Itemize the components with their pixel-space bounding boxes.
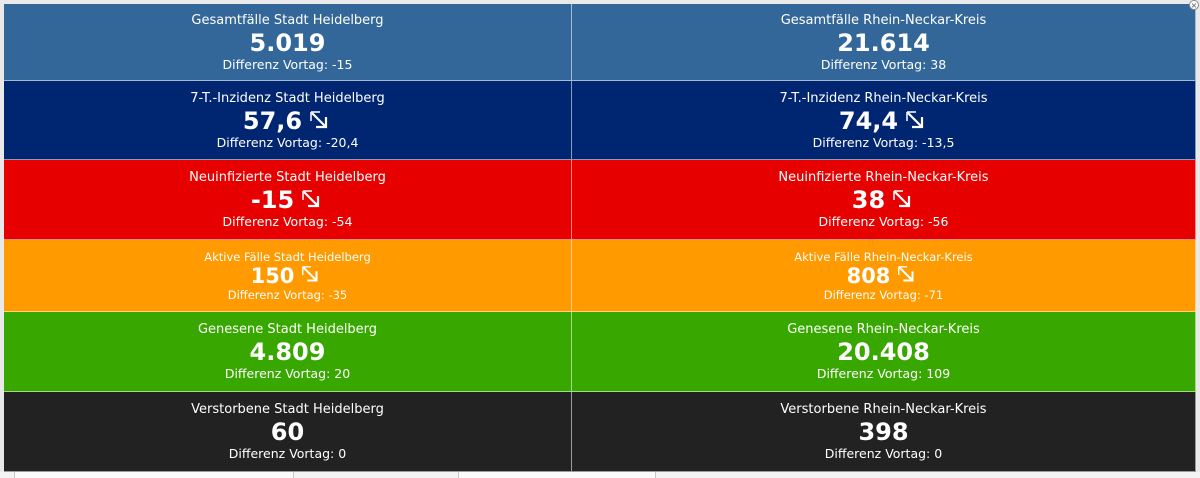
tile-value: 5.019 — [249, 28, 326, 57]
tile-value: 150 — [250, 263, 295, 288]
tile-title: Aktive Fälle Rhein-Neckar-Kreis — [794, 249, 973, 264]
tile-diff: Differenz Vortag: 109 — [816, 366, 951, 381]
tile-diff: Differenz Vortag: -20,4 — [216, 134, 359, 150]
tile-title: Genesene Stadt Heidelberg — [197, 322, 378, 337]
tile-title: Neuinfizierte Stadt Heidelberg — [189, 170, 386, 185]
tile-aktive-rnk[interactable]: Aktive Fälle Rhein-Neckar-Kreis 808 Diff… — [572, 240, 1196, 312]
bottom-tab[interactable] — [14, 472, 294, 478]
close-icon[interactable]: × — [1189, 0, 1199, 10]
tile-value: 74,4 — [838, 106, 899, 135]
arrow-down-right-icon — [300, 264, 324, 288]
tile-diff: Differenz Vortag: -35 — [227, 287, 348, 302]
tile-diff: Differenz Vortag: -56 — [818, 214, 949, 229]
tile-value: 57,6 — [242, 106, 303, 135]
tile-value: 808 — [846, 263, 891, 288]
arrow-down-right-icon — [891, 188, 915, 212]
tile-neuinfizierte-rnk[interactable]: Neuinfizierte Rhein-Neckar-Kreis 38 Diff… — [572, 160, 1196, 240]
tile-value: 398 — [858, 418, 909, 446]
tile-inzidenz-rnk[interactable]: 7-T.-Inzidenz Rhein-Neckar-Kreis 74,4 Di… — [572, 81, 1196, 160]
tile-title: Gesamtfälle Rhein-Neckar-Kreis — [780, 12, 987, 28]
arrow-down-right-icon — [896, 264, 920, 288]
arrow-down-right-icon — [300, 188, 324, 212]
bottom-tab[interactable] — [458, 472, 656, 478]
bottom-tab-strip — [0, 472, 1200, 478]
tile-inzidenz-heidelberg[interactable]: 7-T.-Inzidenz Stadt Heidelberg 57,6 Diff… — [4, 81, 572, 160]
tile-title: Aktive Fälle Stadt Heidelberg — [204, 249, 371, 264]
tile-gesamtfaelle-heidelberg[interactable]: Gesamtfälle Stadt Heidelberg 5.019 Diffe… — [4, 4, 572, 81]
tile-aktive-heidelberg[interactable]: Aktive Fälle Stadt Heidelberg 150 Differ… — [4, 240, 572, 312]
dashboard-grid: Gesamtfälle Stadt Heidelberg 5.019 Diffe… — [4, 4, 1196, 472]
tile-diff: Differenz Vortag: -54 — [222, 214, 353, 229]
tile-genesene-heidelberg[interactable]: Genesene Stadt Heidelberg 4.809 Differen… — [4, 312, 572, 392]
tile-diff: Differenz Vortag: -13,5 — [812, 134, 955, 150]
tile-title: Verstorbene Stadt Heidelberg — [191, 402, 384, 417]
tile-value: 60 — [270, 418, 305, 446]
tile-diff: Differenz Vortag: 20 — [224, 366, 351, 381]
tile-verstorbene-heidelberg[interactable]: Verstorbene Stadt Heidelberg 60 Differen… — [4, 392, 572, 472]
tile-value: 20.408 — [837, 338, 930, 366]
tile-value: -15 — [250, 186, 295, 214]
tile-title: Verstorbene Rhein-Neckar-Kreis — [780, 402, 987, 417]
tile-diff: Differenz Vortag: -71 — [823, 287, 944, 302]
tile-value: 4.809 — [249, 338, 326, 366]
tile-value: 38 — [851, 186, 886, 214]
arrow-down-right-icon — [904, 109, 928, 133]
tile-genesene-rnk[interactable]: Genesene Rhein-Neckar-Kreis 20.408 Diffe… — [572, 312, 1196, 392]
tile-gesamtfaelle-rnk[interactable]: Gesamtfälle Rhein-Neckar-Kreis 21.614 Di… — [572, 4, 1196, 81]
tile-title: Gesamtfälle Stadt Heidelberg — [191, 12, 384, 28]
tile-diff: Differenz Vortag: 0 — [824, 446, 943, 461]
tile-title: Neuinfizierte Rhein-Neckar-Kreis — [778, 170, 989, 185]
tile-verstorbene-rnk[interactable]: Verstorbene Rhein-Neckar-Kreis 398 Diffe… — [572, 392, 1196, 472]
tile-diff: Differenz Vortag: 38 — [820, 56, 947, 72]
tile-title: Genesene Rhein-Neckar-Kreis — [787, 322, 980, 337]
tile-value: 21.614 — [837, 28, 930, 57]
tile-diff: Differenz Vortag: 0 — [228, 446, 347, 461]
arrow-down-right-icon — [308, 109, 332, 133]
tile-title: 7-T.-Inzidenz Stadt Heidelberg — [190, 90, 385, 106]
tile-diff: Differenz Vortag: -15 — [222, 56, 353, 72]
tile-neuinfizierte-heidelberg[interactable]: Neuinfizierte Stadt Heidelberg -15 Diffe… — [4, 160, 572, 240]
tile-title: 7-T.-Inzidenz Rhein-Neckar-Kreis — [779, 90, 988, 106]
